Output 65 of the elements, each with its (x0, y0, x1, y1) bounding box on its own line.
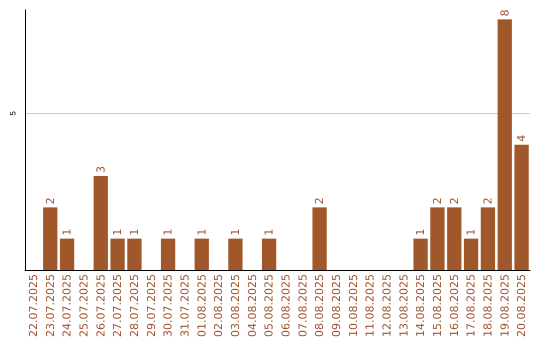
x-tick-label: 29.07.2025 (144, 274, 158, 337)
data-label: 2 (430, 197, 444, 204)
x-tick-label: 01.08.2025 (195, 274, 208, 337)
x-tick-label: 17.08.2025 (464, 274, 478, 337)
x-tick-label: 11.08.2025 (364, 274, 377, 337)
bar (43, 207, 58, 270)
x-tick-label: 27.07.2025 (111, 274, 124, 337)
data-label: 1 (195, 228, 208, 236)
x-tick-label: 16.08.2025 (448, 274, 461, 337)
data-label: 1 (228, 228, 242, 236)
x-tick-label: 06.08.2025 (279, 274, 292, 337)
x-tick-label: 12.08.2025 (380, 274, 394, 337)
data-label: 1 (111, 228, 124, 236)
bar (94, 176, 108, 270)
x-tick-label: 31.07.2025 (178, 274, 192, 337)
bar (514, 144, 529, 270)
x-tick-label: 04.08.2025 (246, 274, 259, 337)
x-tick-label: 19.08.2025 (498, 274, 512, 337)
bar (127, 238, 142, 270)
bar (160, 238, 176, 270)
data-label: 2 (313, 197, 326, 204)
x-tick-label: 20.08.2025 (515, 274, 528, 337)
y-tick-label: 5 (8, 110, 18, 116)
data-label: 1 (262, 228, 276, 236)
bar (498, 19, 512, 270)
x-tick-label: 09.08.2025 (330, 274, 343, 337)
bar (464, 238, 478, 270)
data-label: 8 (498, 9, 512, 16)
x-tick-label: 23.07.2025 (44, 274, 57, 337)
data-label: 2 (44, 197, 57, 204)
x-tick-label: 28.07.2025 (128, 274, 141, 337)
x-tick-label: 07.08.2025 (296, 274, 310, 337)
data-label: 3 (94, 166, 108, 174)
data-label: 4 (515, 134, 528, 142)
data-label: 1 (60, 228, 74, 236)
bar (228, 238, 243, 270)
bar (110, 238, 125, 270)
x-tick-label: 22.07.2025 (26, 274, 40, 337)
bar (312, 207, 327, 270)
data-label: 1 (464, 228, 478, 236)
bar (194, 238, 209, 270)
x-tick-label: 08.08.2025 (313, 274, 326, 337)
x-tick-label: 14.08.2025 (414, 274, 428, 337)
x-tick-label: 13.08.2025 (397, 274, 410, 337)
x-tick-label: 15.08.2025 (430, 274, 444, 337)
x-tick-label: 26.07.2025 (94, 274, 108, 337)
bar (262, 238, 276, 270)
bar (447, 207, 462, 270)
bar (430, 207, 445, 270)
bar (60, 238, 74, 270)
data-label: 1 (414, 228, 428, 236)
x-tick-label: 24.07.2025 (60, 274, 74, 337)
x-tick-label: 30.07.2025 (162, 274, 175, 337)
data-label: 2 (448, 197, 461, 204)
bar (480, 207, 496, 270)
x-tick-label: 05.08.2025 (262, 274, 276, 337)
x-tick-label: 10.08.2025 (346, 274, 360, 337)
data-label: 2 (481, 197, 494, 204)
data-label: 1 (128, 228, 141, 236)
data-label: 1 (162, 228, 175, 236)
x-tick-label: 02.08.2025 (212, 274, 226, 337)
x-tick-label: 18.08.2025 (481, 274, 494, 337)
x-tick-label: 25.07.2025 (77, 274, 90, 337)
x-tick-label: 03.08.2025 (228, 274, 242, 337)
bar (413, 238, 428, 270)
